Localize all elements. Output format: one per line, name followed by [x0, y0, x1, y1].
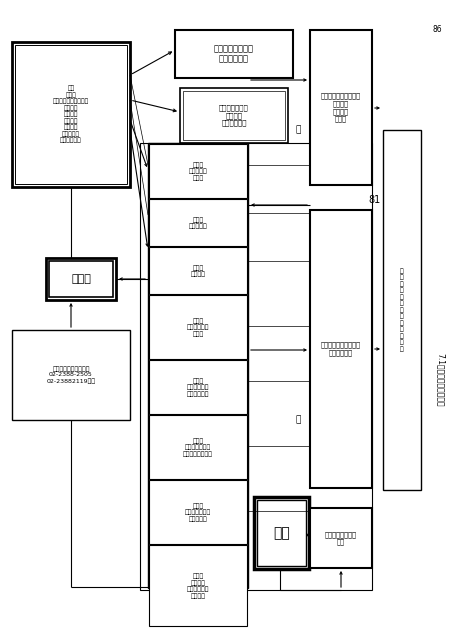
- Bar: [382, 130, 420, 490]
- Bar: [149, 545, 246, 626]
- Text: 運輸組
公路、港埠、
鐵路、運輸站: 運輸組 公路、港埠、 鐵路、運輸站: [186, 378, 209, 397]
- Bar: [149, 247, 246, 294]
- Bar: [12, 330, 130, 420]
- Bar: [309, 30, 371, 185]
- Text: 中央第一應變中心
緊急應變運作: 中央第一應變中心 緊急應變運作: [213, 44, 253, 64]
- Bar: [175, 30, 292, 78]
- Bar: [15, 45, 127, 184]
- Bar: [253, 497, 308, 569]
- Text: 行政院: 行政院: [71, 274, 91, 284]
- Text: 協調會
（幕僚長）: 協調會 （幕僚長）: [188, 217, 207, 229]
- Bar: [149, 415, 246, 479]
- Text: 院長
副院長
政務委員（主任委員）
政務委員
財政委員
法務委員
路政委員
第一層區域
相關部會首長: 院長 副院長 政務委員（主任委員） 政務委員 財政委員 法務委員 路政委員 第一…: [53, 86, 89, 143]
- Text: 參謀長
（幕僚）: 參謀長 （幕僚）: [190, 265, 205, 277]
- Bar: [149, 144, 246, 198]
- Text: 86: 86: [431, 26, 441, 35]
- Text: 國
際
救
援
組
織
及
其
他
請
求
協
助: 國 際 救 援 組 織 及 其 他 請 求 協 助: [399, 268, 403, 352]
- Text: 7.1國家緊急應變統疑圖: 7.1國家緊急應變統疑圖: [434, 353, 443, 407]
- Bar: [149, 295, 246, 359]
- Bar: [149, 360, 246, 414]
- Text: 直轄市、縣（市）政府
第一應變中心: 直轄市、縣（市）政府 第一應變中心: [320, 342, 360, 356]
- Text: 內政組
（風災、
水災、火災、
爆炸案）: 內政組 （風災、 水災、火災、 爆炸案）: [186, 573, 209, 598]
- Text: 民政組
（農委、土地、
代、文教）: 民政組 （農委、土地、 代、文教）: [184, 503, 211, 522]
- Text: 承辦機關（構）
協調指揮
處置整備作業: 承辦機關（構） 協調指揮 處置整備作業: [219, 104, 249, 127]
- Bar: [149, 480, 246, 544]
- Bar: [12, 42, 130, 187]
- Text: 位: 位: [295, 125, 300, 134]
- Bar: [309, 210, 371, 488]
- Text: 行政院災害防救委員會
02-2388-2505
02-23882119轉目: 行政院災害防救委員會 02-2388-2505 02-23882119轉目: [46, 366, 95, 384]
- Text: 直轄市、縣（市）
政府: 直轄市、縣（市） 政府: [324, 531, 356, 545]
- Bar: [149, 199, 246, 246]
- Text: 位: 位: [295, 415, 300, 424]
- Bar: [46, 258, 116, 300]
- Bar: [257, 500, 305, 566]
- Text: 指揮會
（指揮官、
副官）: 指揮會 （指揮官、 副官）: [188, 162, 207, 181]
- Bar: [147, 143, 248, 588]
- Text: 消防: 消防: [272, 526, 289, 540]
- Bar: [49, 261, 113, 297]
- Bar: [179, 88, 287, 143]
- Text: 醫療組
（衛生署、學術
紅十字會、消防）: 醫療組 （衛生署、學術 紅十字會、消防）: [183, 438, 212, 457]
- Bar: [140, 143, 371, 590]
- Bar: [309, 508, 371, 568]
- Text: 搜救組
（軍事、海巡
警察）: 搜救組 （軍事、海巡 警察）: [186, 318, 209, 337]
- Text: 直轄市、縣（市）政府
災害防救
相關資料
責任幕: 直轄市、縣（市）政府 災害防救 相關資料 責任幕: [320, 93, 360, 122]
- Bar: [183, 91, 285, 140]
- Text: 81: 81: [368, 195, 380, 205]
